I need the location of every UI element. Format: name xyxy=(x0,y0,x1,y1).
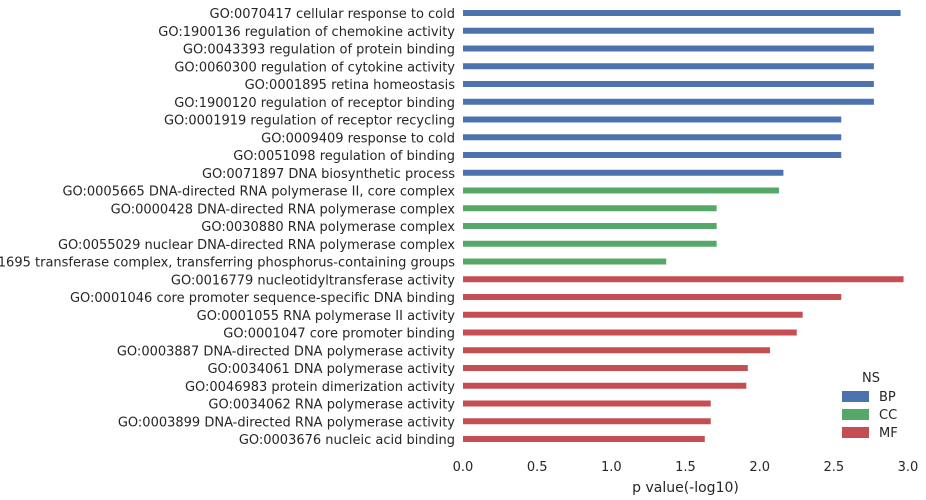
category-label: GO:0055029 nuclear DNA-directed RNA poly… xyxy=(58,238,455,253)
bar xyxy=(463,45,874,52)
x-tick-label: 2.5 xyxy=(823,460,844,475)
bar xyxy=(463,63,874,70)
category-label: GO:0001046 core promoter sequence-specif… xyxy=(70,291,455,306)
legend: NS BP CC MF xyxy=(842,371,898,441)
category-label: GO:0034062 RNA polymerase activity xyxy=(208,398,455,413)
x-tick-label: 1.5 xyxy=(675,460,696,475)
bar xyxy=(463,347,771,354)
bar xyxy=(463,81,874,87)
bar xyxy=(463,152,842,158)
x-tick-label: 1.0 xyxy=(601,460,622,475)
bar xyxy=(463,418,711,425)
category-label: GO:0003887 DNA-directed DNA polymerase a… xyxy=(117,344,455,359)
x-tick-label: 3.0 xyxy=(898,460,919,475)
legend-title: NS xyxy=(862,371,880,386)
bar xyxy=(463,27,874,34)
category-label: GO:0001919 regulation of receptor recycl… xyxy=(164,114,455,129)
legend-label-mf: MF xyxy=(879,426,898,441)
bar xyxy=(463,169,784,176)
bar xyxy=(463,205,717,212)
category-label: GO:0001055 RNA polymerase II activity xyxy=(197,309,456,324)
x-axis-title: p value(-log10) xyxy=(632,480,739,496)
category-label: GO:0060300 regulation of cytokine activi… xyxy=(174,60,455,75)
category-label: GO:0005665 DNA-directed RNA polymerase I… xyxy=(62,185,455,200)
bar xyxy=(463,294,842,300)
x-tick-label: 2.0 xyxy=(749,460,770,475)
legend-label-cc: CC xyxy=(879,408,897,423)
bar xyxy=(463,134,842,141)
bars-group xyxy=(463,10,904,442)
category-label: GO:0000428 DNA-directed RNA polymerase c… xyxy=(111,202,456,217)
category-label: GO:0061695 transferase complex, transfer… xyxy=(0,256,455,271)
category-label: GO:0043393 regulation of protein binding xyxy=(183,43,455,58)
bar xyxy=(463,98,874,105)
bar xyxy=(463,400,711,407)
bar xyxy=(463,10,901,16)
bar xyxy=(463,187,779,194)
x-tick-label: 0.0 xyxy=(453,460,474,475)
category-label: GO:0030880 RNA polymerase complex xyxy=(201,220,455,235)
bar xyxy=(463,382,747,389)
legend-swatch-cc xyxy=(842,409,869,420)
x-tick-labels-group: 0.0 0.5 1.0 1.5 2.0 2.5 3.0 xyxy=(453,460,919,475)
category-label: GO:0070417 cellular response to cold xyxy=(210,7,455,22)
category-label: GO:0016779 nucleotidyltransferase activi… xyxy=(171,273,455,288)
bar xyxy=(463,311,803,318)
bar xyxy=(463,436,705,442)
category-label: GO:1900120 regulation of receptor bindin… xyxy=(174,96,455,111)
category-label: GO:0003676 nucleic acid binding xyxy=(239,433,455,448)
legend-swatch-bp xyxy=(842,391,869,402)
legend-label-bp: BP xyxy=(879,390,896,405)
legend-swatch-mf xyxy=(842,427,869,438)
bar xyxy=(463,258,667,265)
category-label: GO:0051098 regulation of binding xyxy=(233,149,455,164)
category-label: GO:0003899 DNA-directed RNA polymerase a… xyxy=(118,415,455,430)
category-label: GO:0071897 DNA biosynthetic process xyxy=(202,167,455,182)
category-label: GO:1900136 regulation of chemokine activ… xyxy=(158,25,455,40)
category-label: GO:0001895 retina homeostasis xyxy=(245,78,456,93)
bar xyxy=(463,276,904,283)
category-label: GO:0034061 DNA polymerase activity xyxy=(207,362,455,377)
x-tick-label: 0.5 xyxy=(527,460,548,475)
bar xyxy=(463,365,748,371)
category-labels-group: GO:0070417 cellular response to cold GO:1… xyxy=(0,7,455,448)
bar xyxy=(463,223,717,229)
bar xyxy=(463,240,717,247)
category-label: GO:0001047 core promoter binding xyxy=(223,327,455,342)
category-label: GO:0009409 response to cold xyxy=(261,131,455,146)
bar xyxy=(463,329,797,336)
category-label: GO:0046983 protein dimerization activity xyxy=(185,380,455,395)
bar xyxy=(463,116,842,123)
